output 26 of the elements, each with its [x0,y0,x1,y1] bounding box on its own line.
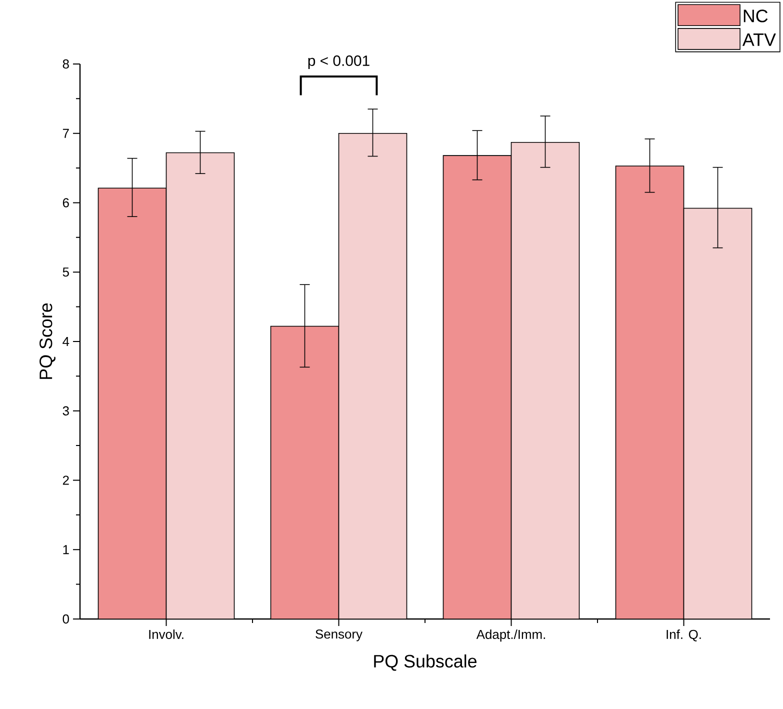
legend-label: ATV [742,33,776,46]
bar [683,208,752,619]
x-tick-label: Inf. Q. [666,630,701,642]
bar [442,155,512,619]
y-tick-label: 0 [62,614,69,624]
y-tick-label: 3 [62,406,69,416]
bar [615,166,684,619]
legend-label: NC [744,10,768,22]
annotation: p < 0.001 [308,55,370,69]
y-tick-label: 1 [63,545,69,554]
bar [166,152,235,619]
y-tick-label: 2 [62,476,69,485]
bar [510,142,580,619]
y-axis-title: PQ Score [40,303,56,379]
bar [338,132,408,619]
y-tick-label: 6 [62,198,69,208]
x-tick-label: Involv. [149,630,184,640]
x-tick-label: Sensory [316,630,362,642]
x-tick-label: Adapt./Imm. [476,630,545,642]
y-tick-label: 8 [62,59,69,69]
bar [270,326,340,619]
x-axis-title: PQ Subscale [374,654,477,671]
bar [98,188,167,619]
y-tick-label: 4 [62,337,70,346]
y-tick-label: 7 [62,128,69,138]
y-tick-label: 5 [62,268,69,277]
